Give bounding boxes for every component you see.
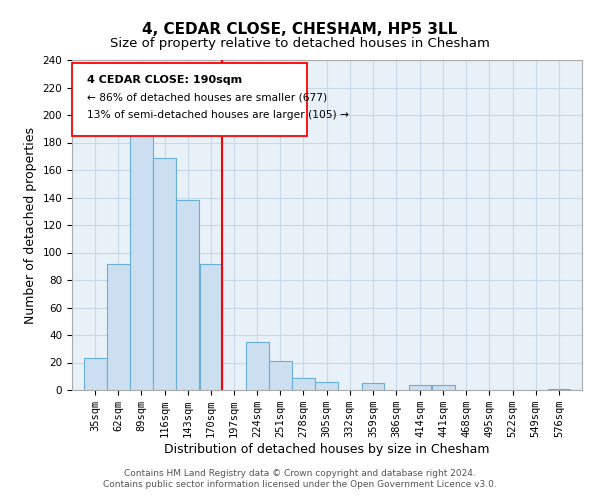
Text: 13% of semi-detached houses are larger (105) →: 13% of semi-detached houses are larger (…: [88, 110, 349, 120]
Bar: [176, 200, 199, 390]
Text: Size of property relative to detached houses in Chesham: Size of property relative to detached ho…: [110, 38, 490, 51]
Bar: [84, 358, 107, 390]
Bar: [548, 388, 570, 390]
Y-axis label: Number of detached properties: Number of detached properties: [24, 126, 37, 324]
Bar: [409, 384, 431, 390]
Bar: [130, 128, 153, 390]
Text: 4, CEDAR CLOSE, CHESHAM, HP5 3LL: 4, CEDAR CLOSE, CHESHAM, HP5 3LL: [142, 22, 458, 38]
Text: 4 CEDAR CLOSE: 190sqm: 4 CEDAR CLOSE: 190sqm: [88, 75, 242, 85]
Bar: [269, 361, 292, 390]
Text: Contains HM Land Registry data © Crown copyright and database right 2024.: Contains HM Land Registry data © Crown c…: [124, 469, 476, 478]
Bar: [153, 158, 176, 390]
Bar: [361, 383, 384, 390]
Bar: [432, 384, 455, 390]
Bar: [315, 382, 338, 390]
Bar: [292, 378, 315, 390]
Bar: [107, 264, 130, 390]
FancyBboxPatch shape: [72, 64, 307, 136]
X-axis label: Distribution of detached houses by size in Chesham: Distribution of detached houses by size …: [164, 443, 490, 456]
Bar: [199, 264, 222, 390]
Bar: [246, 342, 269, 390]
Text: Contains public sector information licensed under the Open Government Licence v3: Contains public sector information licen…: [103, 480, 497, 489]
Text: ← 86% of detached houses are smaller (677): ← 86% of detached houses are smaller (67…: [88, 92, 328, 102]
